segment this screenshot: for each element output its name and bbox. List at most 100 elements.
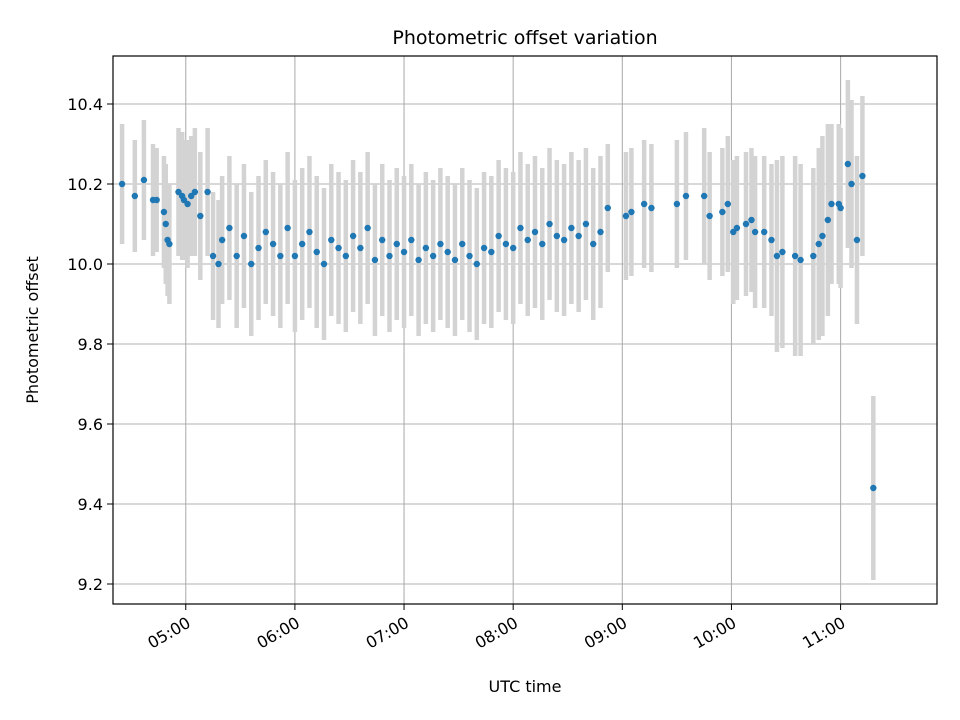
data-point [342, 252, 350, 260]
y-tick-label: 9.6 [78, 415, 103, 434]
data-point [291, 252, 299, 260]
data-point [628, 208, 635, 216]
x-axis-label: UTC time [489, 677, 562, 696]
data-point [437, 240, 444, 248]
data-point [853, 236, 861, 244]
data-point [648, 204, 655, 212]
data-point [197, 212, 204, 220]
data-point [575, 232, 582, 240]
data-point [226, 224, 233, 232]
data-point [313, 248, 320, 256]
data-point [248, 260, 255, 268]
data-point [824, 216, 832, 224]
y-tick-label: 10.2 [67, 175, 103, 194]
data-point [828, 200, 835, 208]
data-point [844, 160, 852, 168]
data-point [531, 228, 539, 236]
data-point [209, 252, 217, 260]
data-point [495, 232, 502, 240]
data-point [791, 252, 799, 260]
data-point [191, 188, 199, 196]
data-point [153, 196, 160, 204]
data-point [590, 240, 597, 248]
chart-title: Photometric offset variation [392, 27, 657, 49]
data-point [597, 228, 604, 236]
data-point [815, 240, 822, 248]
data-point [480, 244, 488, 252]
data-point [760, 228, 768, 236]
data-point [797, 256, 804, 264]
data-point [277, 252, 284, 260]
data-point [502, 240, 510, 248]
data-point [393, 240, 400, 248]
data-point [184, 200, 191, 208]
data-point [553, 232, 561, 240]
data-point [622, 212, 630, 220]
data-point [819, 232, 826, 240]
data-point [488, 248, 495, 256]
data-point [459, 240, 466, 248]
data-point [166, 240, 173, 248]
data-point [357, 244, 364, 252]
data-point [604, 204, 611, 212]
data-point [204, 188, 211, 196]
data-point [582, 220, 590, 228]
data-point [870, 484, 877, 492]
data-point [768, 236, 775, 244]
data-point [779, 248, 786, 256]
y-axis-ticks: 9.2 9.4 9.6 9.8 10.0 10.2 10.4 [67, 95, 113, 594]
data-point [444, 248, 451, 256]
data-point [724, 200, 732, 208]
data-point [517, 224, 524, 232]
data-point [349, 232, 357, 240]
data-point [218, 236, 226, 244]
data-point [140, 176, 148, 184]
data-point [255, 244, 262, 252]
data-point [240, 232, 248, 240]
data-point [837, 204, 844, 212]
data-point [810, 252, 817, 260]
data-point [848, 180, 855, 188]
data-point [269, 240, 277, 248]
data-point [400, 248, 408, 256]
data-point [160, 208, 168, 216]
data-point [859, 172, 866, 180]
data-point [386, 252, 393, 260]
data-point [700, 192, 708, 200]
data-point [233, 252, 240, 260]
data-point [733, 224, 741, 232]
data-point [379, 236, 386, 244]
y-axis-label: Photometric offset [23, 256, 42, 404]
data-point [451, 256, 459, 264]
data-point [364, 224, 371, 232]
data-point [118, 180, 126, 188]
data-point [509, 244, 517, 252]
data-point [546, 220, 553, 228]
data-point [568, 224, 575, 232]
data-point [473, 260, 480, 268]
data-point [422, 244, 430, 252]
data-point [408, 236, 415, 244]
data-point [748, 216, 755, 224]
data-point [429, 252, 437, 260]
data-point [773, 252, 781, 260]
data-point [162, 220, 169, 228]
data-point [415, 256, 422, 264]
data-point [320, 260, 328, 268]
data-point [328, 236, 335, 244]
y-tick-label: 10.0 [67, 255, 103, 274]
data-point [371, 256, 379, 264]
data-point [640, 200, 648, 208]
data-point [706, 212, 713, 220]
data-point [560, 236, 568, 244]
data-point [215, 260, 222, 268]
y-tick-label: 9.8 [78, 335, 103, 354]
data-point [262, 228, 269, 236]
y-tick-label: 9.4 [78, 495, 103, 514]
data-point [751, 228, 759, 236]
data-point [284, 224, 291, 232]
y-tick-label: 10.4 [67, 95, 103, 114]
data-point [682, 192, 690, 200]
